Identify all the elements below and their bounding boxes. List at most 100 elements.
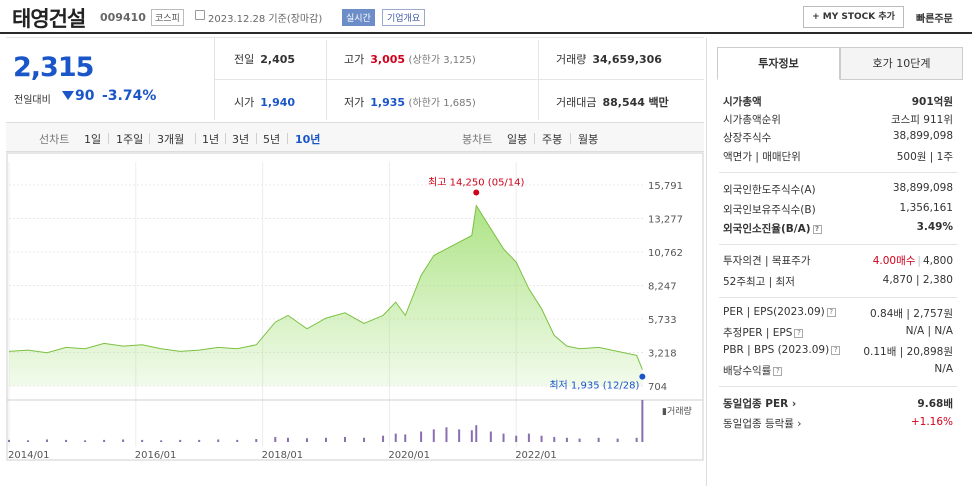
stat-prev-close: 전일 2,405 xyxy=(234,53,296,66)
y-tick-label: 704 xyxy=(648,382,667,393)
volume-bar xyxy=(382,435,385,442)
row-market-cap: 시가총액 901억원 xyxy=(723,96,953,108)
quick-order-link[interactable]: 빠른주문 xyxy=(916,14,953,25)
help-icon[interactable]: ? xyxy=(794,328,804,338)
volume-bar xyxy=(635,437,638,442)
period-3y[interactable]: 3년 xyxy=(232,133,250,146)
row-sector-change[interactable]: 동일업종 등락률 › +1.16% xyxy=(723,416,953,430)
x-tick-label: 2016/01 xyxy=(135,450,177,461)
divider xyxy=(719,172,957,173)
low-label: 최저 1,935 (12/28) xyxy=(549,380,639,392)
divider xyxy=(719,386,957,387)
invest-info-panel: 투자정보 호가 10단계 시가총액 901억원 시가총액순위 코스피 911위 상장… xyxy=(706,38,972,486)
row-face-value: 액면가 | 매매단위 500원 | 1주 xyxy=(723,151,953,163)
candle-weekly[interactable]: 주봉 xyxy=(542,133,563,146)
my-stock-add-button[interactable]: + MY STOCK 추가 xyxy=(803,6,904,28)
x-tick-label: 2022/01 xyxy=(515,450,557,461)
price-area xyxy=(9,205,643,386)
period-3m[interactable]: 3개월 xyxy=(157,133,185,146)
stat-amount: 거래대금 88,544 백만 xyxy=(556,96,669,109)
y-tick-label: 15,791 xyxy=(648,181,683,192)
volume-bar xyxy=(84,440,87,442)
tab-invest-info[interactable]: 투자정보 xyxy=(717,47,840,80)
period-1d[interactable]: 1일 xyxy=(84,133,102,146)
volume-bar xyxy=(470,430,473,442)
stat-high: 고가 3,005 (상한가 3,125) xyxy=(344,53,476,66)
period-1w[interactable]: 1주일 xyxy=(116,133,144,146)
x-tick-label: 2020/01 xyxy=(388,450,430,461)
stock-header: 태영건설 009410 코스피 2023.12.28 기준(장마감) 실시간 기… xyxy=(0,0,972,34)
tab-orderbook[interactable]: 호가 10단계 xyxy=(840,47,963,80)
period-10y[interactable]: 10년 xyxy=(295,133,321,146)
row-pbr-bps: PBR | BPS (2023.09)? 0.11배 | 20,898원 xyxy=(723,344,953,358)
current-price-box: 2,315 전일대비 90 -3.74% xyxy=(6,38,215,120)
x-tick-label: 2014/01 xyxy=(8,450,50,461)
volume-bar xyxy=(394,433,397,442)
row-dividend-yield: 배당수익률? N/A xyxy=(723,363,953,377)
volume-bar xyxy=(344,436,347,442)
chart-period-bar: 선차트 1일 1주일 3개월 1년 3년 5년 10년 봉차트 일봉 주봉 월봉 xyxy=(6,122,704,152)
chart-frame xyxy=(6,152,704,461)
y-tick-label: 10,762 xyxy=(648,248,683,259)
separator xyxy=(256,133,257,144)
volume-bar xyxy=(305,438,308,442)
separator xyxy=(534,133,535,144)
volume-bar xyxy=(217,439,220,442)
volume-bar xyxy=(141,439,144,442)
volume-bar xyxy=(325,437,327,442)
stock-name: 태영건설 xyxy=(12,7,86,31)
volume-bar xyxy=(420,431,423,442)
volume-bar xyxy=(179,439,182,442)
row-listed-shares: 상장주식수 38,899,098 xyxy=(723,130,953,144)
volume-bar xyxy=(198,439,201,442)
volume-bar xyxy=(65,439,68,442)
volume-bar xyxy=(597,437,600,442)
separator xyxy=(195,133,196,144)
volume-bar xyxy=(27,440,30,442)
panel-tabs: 투자정보 호가 10단계 xyxy=(717,47,963,80)
volume-legend: ▮거래량 xyxy=(662,405,692,417)
candle-daily[interactable]: 일봉 xyxy=(507,133,528,146)
volume-bar xyxy=(103,439,106,442)
row-market-cap-rank: 시가총액순위 코스피 911위 xyxy=(723,114,953,126)
divider xyxy=(6,37,704,38)
row-est-per-eps: 추정PER | EPS? N/A | N/A xyxy=(723,325,953,339)
y-tick-label: 5,733 xyxy=(648,315,677,326)
row-sector-per[interactable]: 동일업종 PER › 9.68배 xyxy=(723,398,953,410)
volume-bar xyxy=(160,440,163,442)
volume-bar xyxy=(274,436,277,442)
row-foreign-held: 외국인보유주식수(B) 1,356,161 xyxy=(723,202,953,216)
candle-chart-label: 봉차트 xyxy=(462,133,493,146)
y-tick-label: 8,247 xyxy=(648,282,677,293)
volume-bar xyxy=(515,435,518,442)
volume-bar xyxy=(404,434,407,442)
market-badge: 코스피 xyxy=(151,9,184,26)
volume-bar xyxy=(502,433,505,442)
divider xyxy=(719,297,957,298)
help-icon[interactable]: ? xyxy=(773,366,783,376)
row-foreign-ratio: 외국인소진율(B/A)? 3.49% xyxy=(723,221,953,235)
y-tick-label: 3,218 xyxy=(648,349,677,360)
low-marker xyxy=(639,373,646,380)
candle-monthly[interactable]: 월봉 xyxy=(578,133,599,146)
volume-bar xyxy=(432,429,435,442)
divider xyxy=(326,40,327,120)
volume-bar xyxy=(553,436,556,442)
volume-bar xyxy=(489,431,492,442)
separator xyxy=(108,133,109,144)
price-line xyxy=(8,204,643,370)
quote-date: 2023.12.28 기준(장마감) xyxy=(208,14,323,25)
company-info-button[interactable]: 기업개요 xyxy=(382,9,426,26)
volume-bar xyxy=(255,439,258,442)
volume-bar xyxy=(616,438,619,442)
separator xyxy=(149,133,150,144)
help-icon[interactable]: ? xyxy=(812,224,822,234)
price-chart[interactable]: 15,791 13,277 10,762 8,247 5,733 3,218 704 2014… xyxy=(6,152,704,462)
stat-volume: 거래량 34,659,306 xyxy=(556,53,662,66)
realtime-button[interactable]: 실시간 xyxy=(342,9,375,26)
period-1y[interactable]: 1년 xyxy=(202,133,220,146)
help-icon[interactable]: ? xyxy=(831,345,841,355)
period-5y[interactable]: 5년 xyxy=(263,133,281,146)
row-52w-high-low: 52주최고 | 최저 4,870 | 2,380 xyxy=(723,274,953,288)
help-icon[interactable]: ? xyxy=(826,307,836,317)
